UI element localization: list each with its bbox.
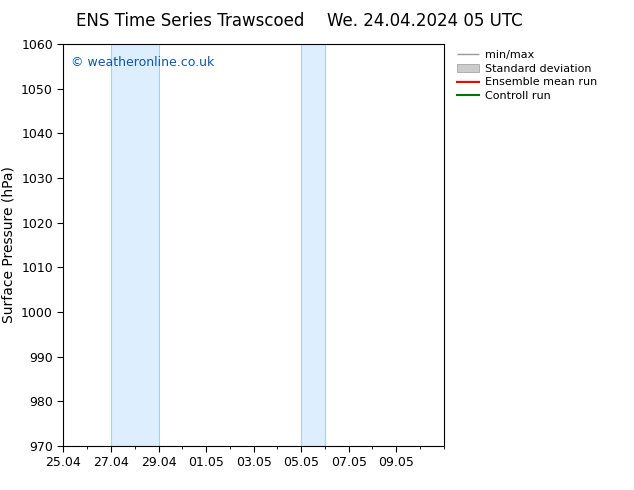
Y-axis label: Surface Pressure (hPa): Surface Pressure (hPa) [1,167,16,323]
Text: © weatheronline.co.uk: © weatheronline.co.uk [71,56,214,69]
Bar [301,44,325,446]
Legend: min/max, Standard deviation, Ensemble mean run, Controll run: min/max, Standard deviation, Ensemble me… [457,49,597,101]
Text: ENS Time Series Trawscoed: ENS Time Series Trawscoed [76,12,304,30]
Bar [111,44,158,446]
Text: We. 24.04.2024 05 UTC: We. 24.04.2024 05 UTC [327,12,522,30]
